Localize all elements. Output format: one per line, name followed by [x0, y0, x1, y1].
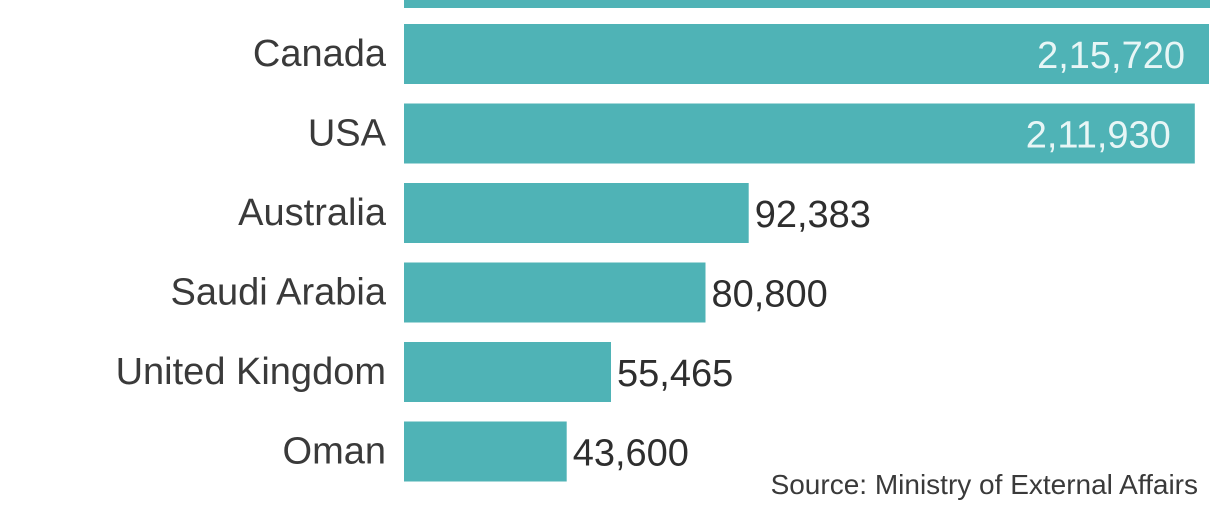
value-label-1: 2,11,930	[1026, 115, 1171, 157]
bar-1	[404, 103, 1195, 164]
bar-4	[404, 342, 611, 402]
bar-5	[404, 421, 567, 482]
category-label-2: Australia	[238, 192, 387, 234]
source-note: Source: Ministry of External Affairs	[771, 469, 1198, 500]
bars-group: Canada 2,15,720 USA 2,11,930 Australia 92,383…	[116, 24, 1209, 482]
bar-0	[404, 24, 1209, 84]
category-label-0: Canada	[253, 33, 387, 75]
value-label-2: 92,383	[755, 194, 871, 236]
value-label-4: 55,465	[617, 353, 733, 395]
value-label-0: 2,15,720	[1037, 35, 1185, 77]
cropped-bar-top	[404, 0, 1210, 8]
category-label-3: Saudi Arabia	[171, 272, 387, 314]
bar-3	[404, 262, 706, 323]
bar-2	[404, 183, 749, 243]
category-label-1: USA	[308, 113, 387, 155]
value-label-5: 43,600	[573, 433, 689, 475]
category-label-4: United Kingdom	[116, 351, 386, 393]
category-label-5: Oman	[283, 431, 386, 473]
value-label-3: 80,800	[712, 274, 828, 316]
